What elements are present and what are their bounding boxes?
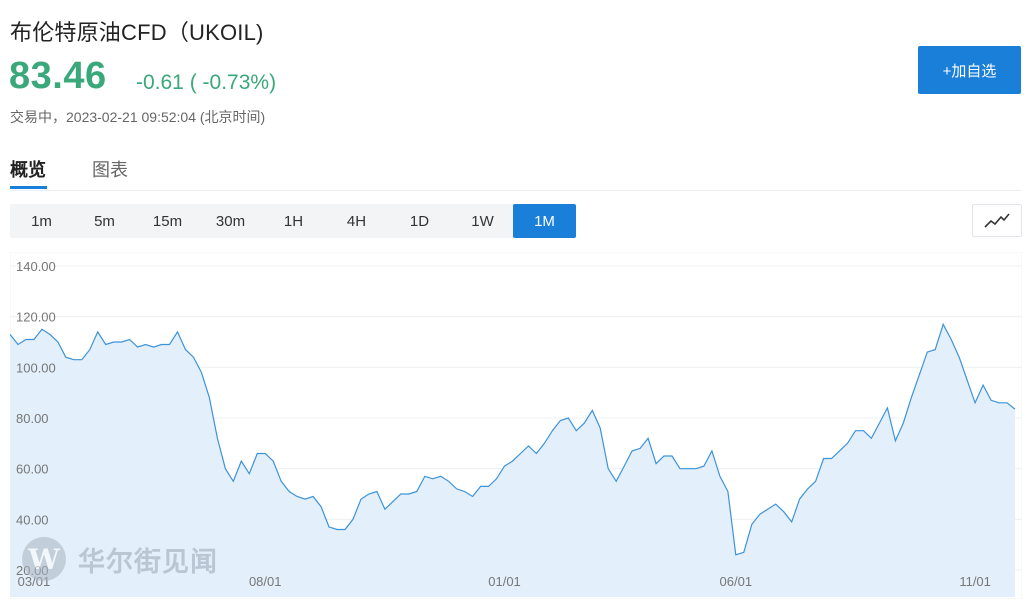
- x-tick-label: 08/01: [249, 574, 282, 589]
- y-tick-label: 140.00: [16, 259, 56, 274]
- period-1m[interactable]: 1m: [31, 212, 52, 230]
- instrument-title: 布伦特原油CFD（UKOIL): [10, 20, 264, 45]
- period-15m[interactable]: 15m: [152, 212, 183, 230]
- trading-status: 交易中，2023-02-21 09:52:04 (北京时间): [10, 109, 266, 125]
- x-tick-label: 11/01: [959, 574, 991, 589]
- y-tick-label: 60.00: [16, 462, 49, 477]
- tab-bar: 概览 图表: [10, 150, 1021, 191]
- period-5m[interactable]: 5m: [94, 212, 115, 230]
- watermark: W 华尔街见闻: [22, 537, 218, 581]
- period-1h[interactable]: 1H: [283, 212, 304, 230]
- watermark-logo: W: [22, 537, 66, 581]
- period-30m[interactable]: 30m: [215, 212, 246, 230]
- y-tick-label: 100.00: [16, 360, 56, 375]
- period-4h[interactable]: 4H: [346, 212, 367, 230]
- period-1mo[interactable]: 1M: [513, 204, 576, 238]
- y-tick-label: 120.00: [16, 310, 56, 325]
- y-tick-label: 40.00: [16, 512, 49, 527]
- tab-overview[interactable]: 概览: [10, 160, 46, 180]
- tab-chart[interactable]: 图表: [92, 160, 128, 180]
- watermark-text: 华尔街见闻: [78, 546, 218, 578]
- price-area-fill: [10, 324, 1015, 597]
- chart-svg: 20.0040.0060.0080.00100.00120.00140.0003…: [10, 252, 1022, 599]
- active-tab-indicator: [10, 186, 47, 189]
- period-1w[interactable]: 1W: [471, 212, 494, 230]
- x-tick-label: 06/01: [720, 574, 753, 589]
- price-line: [10, 322, 1016, 556]
- period-selector: 1m 5m 15m 30m 1H 4H 1D 1W 1M: [10, 204, 576, 238]
- period-1d[interactable]: 1D: [409, 212, 430, 230]
- price-chart[interactable]: 20.0040.0060.0080.00100.00120.00140.0003…: [10, 252, 1022, 599]
- y-tick-label: 80.00: [16, 411, 49, 426]
- price-change: -0.61 ( -0.73%): [136, 71, 277, 94]
- current-price: 83.46: [9, 55, 107, 97]
- add-to-watchlist-button[interactable]: +加自选: [918, 46, 1021, 94]
- line-chart-icon: [984, 212, 1010, 228]
- chart-type-button[interactable]: [972, 204, 1022, 237]
- x-tick-label: 01/01: [488, 574, 521, 589]
